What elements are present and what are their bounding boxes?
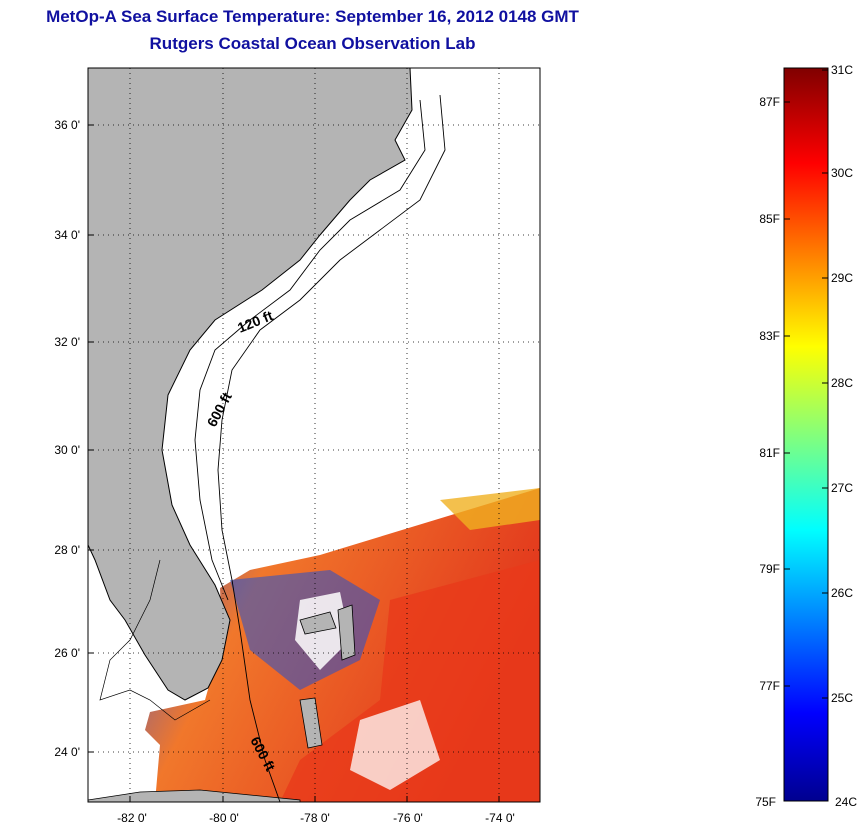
colorbar-celsius-label: 29C	[831, 271, 853, 285]
lon-tick-label: -82 0'	[117, 811, 147, 825]
isobath-600ft	[217, 94, 446, 802]
colorbar-celsius-label: 27C	[831, 481, 853, 495]
lat-tick-label: 24 0'	[54, 745, 80, 759]
map-title: MetOp-A Sea Surface Temperature: Septemb…	[46, 7, 579, 26]
lat-tick-label: 28 0'	[54, 543, 80, 557]
colorbar-celsius-label: 31C	[831, 63, 853, 77]
lon-tick-label: -78 0'	[300, 811, 330, 825]
bahamas-island	[337, 604, 356, 661]
colorbar-celsius-label: 30C	[831, 166, 853, 180]
colorbar: 31C 30C 29C 28C 27C 26C 25C 24C 87F 85F …	[755, 63, 857, 809]
colorbar-ramp	[783, 67, 829, 802]
colorbar-celsius-label: 24C	[835, 795, 857, 809]
land-mass	[88, 68, 413, 701]
lat-tick-label: 32 0'	[54, 335, 80, 349]
colorbar-fahrenheit-label: 75F	[755, 795, 776, 809]
bahamas-island	[299, 611, 337, 635]
colorbar-fahrenheit-label: 87F	[759, 95, 780, 109]
axis-ticks	[88, 124, 500, 802]
isobath-120ft	[194, 99, 426, 601]
map-frame	[87, 67, 541, 803]
colorbar-fahrenheit-label: 83F	[759, 329, 780, 343]
colorbar-ticks	[784, 69, 828, 699]
map-subtitle: Rutgers Coastal Ocean Observation Lab	[149, 34, 476, 53]
lat-tick-label: 34 0'	[54, 228, 80, 242]
lon-tick-label: -74 0'	[485, 811, 515, 825]
colorbar-celsius-label: 28C	[831, 376, 853, 390]
sst-yellow-patch	[440, 488, 540, 530]
cuba-coast	[88, 789, 301, 802]
map-gridlines	[88, 68, 540, 802]
colorbar-celsius-label: 26C	[831, 586, 853, 600]
lon-tick-label: -76 0'	[393, 811, 423, 825]
colorbar-fahrenheit-label: 85F	[759, 212, 780, 226]
sst-warm-patch	[280, 560, 540, 802]
map-panel: 120 ft 600 ft 600 ft	[88, 68, 540, 802]
colorbar-fahrenheit-label: 79F	[759, 562, 780, 576]
colorbar-fahrenheit-label: 81F	[759, 446, 780, 460]
lat-tick-label: 30 0'	[54, 443, 80, 457]
bahamas-island	[299, 697, 323, 749]
lon-tick-label: -80 0'	[209, 811, 239, 825]
lat-tick-label: 36 0'	[54, 118, 80, 132]
lat-tick-label: 26 0'	[54, 646, 80, 660]
isobath-inner	[99, 559, 211, 721]
sst-cloud-gap	[350, 700, 440, 790]
colorbar-fahrenheit-label: 77F	[759, 679, 780, 693]
colorbar-celsius-label: 25C	[831, 691, 853, 705]
